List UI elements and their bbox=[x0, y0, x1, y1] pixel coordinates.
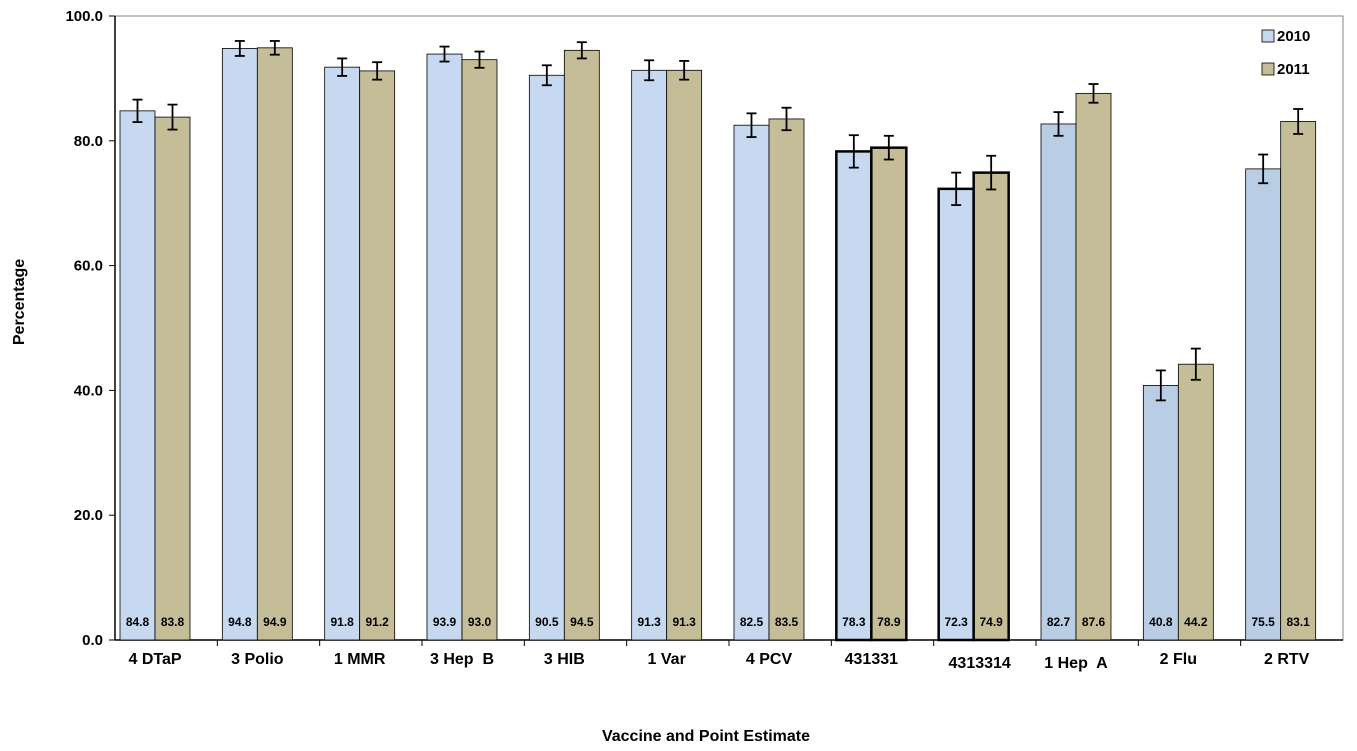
bar-2010-1 bbox=[221, 48, 258, 641]
data-label-2010: 94.8 bbox=[228, 615, 252, 629]
bar-2010-8 bbox=[937, 187, 975, 642]
bar-2011-11 bbox=[1280, 121, 1317, 641]
bar-2010-6 bbox=[733, 124, 770, 641]
data-label-2011: 78.9 bbox=[877, 615, 901, 629]
bar-2010-11 bbox=[1245, 168, 1282, 641]
bar-2010-9 bbox=[1040, 123, 1077, 641]
bar-2010-7 bbox=[835, 150, 873, 642]
bar-2011-8 bbox=[972, 171, 1010, 642]
data-label-2010: 91.3 bbox=[637, 615, 661, 629]
data-label-2010: 93.9 bbox=[433, 615, 457, 629]
data-label-2010: 72.3 bbox=[944, 615, 968, 629]
data-label-2010: 82.5 bbox=[740, 615, 764, 629]
y-tick-label: 40.0 bbox=[74, 382, 103, 399]
data-label-2010: 82.7 bbox=[1047, 615, 1071, 629]
category-label: 1 Var bbox=[648, 651, 686, 668]
data-label-2010: 90.5 bbox=[535, 615, 559, 629]
data-label-2011: 83.5 bbox=[775, 615, 799, 629]
category-label: 1 MMR bbox=[334, 651, 386, 668]
y-tick-label: 60.0 bbox=[74, 258, 103, 275]
category-label: 2 Flu bbox=[1160, 651, 1197, 668]
category-label: 4313314 bbox=[949, 655, 1011, 672]
category-label: 4 DTaP bbox=[128, 651, 181, 668]
legend-swatch-2010 bbox=[1261, 29, 1275, 43]
y-axis-title: Percentage bbox=[11, 259, 28, 345]
bar-2010-0 bbox=[119, 110, 156, 641]
bar-2011-0 bbox=[154, 116, 191, 641]
bar-2011-5 bbox=[666, 69, 703, 641]
y-tick-label: 80.0 bbox=[74, 133, 103, 150]
data-label-2010: 91.8 bbox=[330, 615, 354, 629]
bar-2010-10 bbox=[1142, 385, 1179, 641]
data-label-2011: 93.0 bbox=[468, 615, 492, 629]
y-tick-label: 0.0 bbox=[82, 632, 103, 649]
bar-2010-3 bbox=[426, 53, 463, 641]
legend: 2010 2011 bbox=[1261, 28, 1310, 78]
data-label-2011: 44.2 bbox=[1184, 615, 1208, 629]
legend-swatch-2011 bbox=[1261, 62, 1275, 76]
category-label: 3 Hep B bbox=[430, 651, 494, 668]
axes: 0.0 20.0 40.0 60.0 80.0 100.0 bbox=[65, 8, 1344, 649]
legend-label-2010: 2010 bbox=[1277, 28, 1310, 45]
bar-2010-2 bbox=[324, 66, 361, 641]
y-tick-label: 100.0 bbox=[65, 8, 103, 25]
data-label-2011: 83.1 bbox=[1286, 615, 1310, 629]
data-label-2010: 78.3 bbox=[842, 615, 866, 629]
data-label-2011: 91.2 bbox=[365, 615, 389, 629]
data-label-2010: 84.8 bbox=[126, 615, 150, 629]
bar-2011-3 bbox=[461, 59, 498, 641]
x-axis-title: Vaccine and Point Estimate bbox=[602, 728, 810, 745]
data-label-2011: 87.6 bbox=[1082, 615, 1106, 629]
labels: 84.8 83.8 4 DTaP 94.8 94.9 3 Polio 91.8 91.2 1 M… bbox=[126, 615, 1310, 672]
data-label-2010: 40.8 bbox=[1149, 615, 1173, 629]
data-label-2011: 74.9 bbox=[979, 615, 1003, 629]
bar-2010-4 bbox=[528, 74, 565, 641]
bar-2011-7 bbox=[870, 146, 908, 642]
bar-2011-4 bbox=[563, 49, 600, 641]
y-tick-label: 20.0 bbox=[74, 507, 103, 524]
legend-label-2011: 2011 bbox=[1277, 61, 1310, 78]
category-label: 2 RTV bbox=[1264, 651, 1310, 668]
category-label: 4 PCV bbox=[746, 651, 793, 668]
category-label: 3 Polio bbox=[231, 651, 284, 668]
bar-2010-5 bbox=[631, 69, 668, 641]
data-label-2011: 94.5 bbox=[570, 615, 594, 629]
category-label: 3 HIB bbox=[544, 651, 585, 668]
bar-2011-10 bbox=[1177, 363, 1214, 641]
data-label-2011: 94.9 bbox=[263, 615, 287, 629]
category-label: 431331 bbox=[845, 651, 898, 668]
bar-2011-6 bbox=[768, 118, 805, 641]
bar-2011-2 bbox=[359, 70, 396, 641]
bar-2011-1 bbox=[256, 47, 293, 641]
data-label-2011: 91.3 bbox=[672, 615, 696, 629]
bars bbox=[119, 40, 1317, 642]
bar-2011-9 bbox=[1075, 92, 1112, 641]
data-label-2010: 75.5 bbox=[1251, 615, 1275, 629]
category-label: 1 Hep A bbox=[1044, 655, 1108, 672]
data-label-2011: 83.8 bbox=[161, 615, 185, 629]
